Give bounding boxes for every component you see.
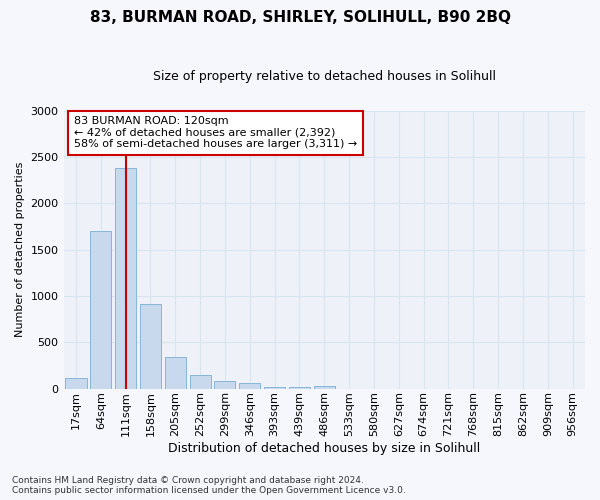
Text: 83 BURMAN ROAD: 120sqm
← 42% of detached houses are smaller (2,392)
58% of semi-: 83 BURMAN ROAD: 120sqm ← 42% of detached… [74,116,357,150]
Bar [289,387,310,388]
Bar [314,386,335,388]
Bar [140,304,161,388]
X-axis label: Distribution of detached houses by size in Solihull: Distribution of detached houses by size … [168,442,481,455]
Bar [214,381,235,388]
Bar [115,168,136,388]
Title: Size of property relative to detached houses in Solihull: Size of property relative to detached ho… [153,70,496,83]
Bar [190,374,211,388]
Bar [65,378,86,388]
Bar [239,384,260,388]
Text: 83, BURMAN ROAD, SHIRLEY, SOLIHULL, B90 2BQ: 83, BURMAN ROAD, SHIRLEY, SOLIHULL, B90 … [89,10,511,25]
Bar [264,387,285,388]
Bar [90,231,112,388]
Y-axis label: Number of detached properties: Number of detached properties [15,162,25,337]
Text: Contains HM Land Registry data © Crown copyright and database right 2024.
Contai: Contains HM Land Registry data © Crown c… [12,476,406,495]
Bar [165,357,186,388]
